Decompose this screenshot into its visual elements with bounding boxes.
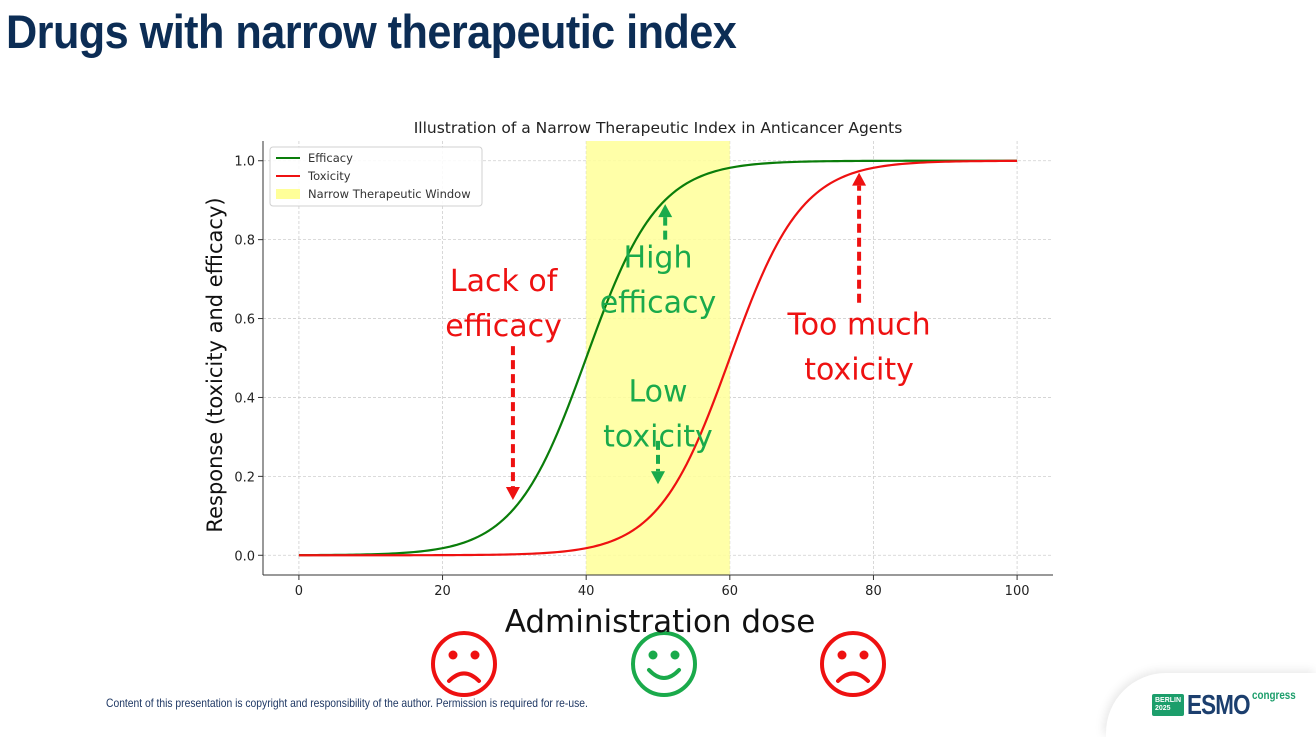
y-tick-label: 0.8 xyxy=(234,234,255,249)
series-line-toxicity xyxy=(298,159,1018,557)
badge-city: BERLIN xyxy=(1155,697,1182,704)
x-axis-label: Administration dose xyxy=(505,604,816,640)
annotations: Lack of efficacy High efficacy Low toxicity To… xyxy=(445,172,931,501)
series-line-efficacy xyxy=(298,159,1018,557)
face-eye xyxy=(859,650,869,660)
face-mouth xyxy=(447,671,481,683)
face-eye xyxy=(670,650,680,660)
y-axis-label: Response (toxicity and efficacy) xyxy=(203,197,227,532)
face-outline xyxy=(631,631,697,697)
faces xyxy=(431,631,886,697)
x-tick-label: 40 xyxy=(578,584,595,599)
esmo-badge: BERLIN 2025 xyxy=(1152,694,1185,716)
esmo-congress-label: congress xyxy=(1252,688,1296,702)
chart-title: Illustration of a Narrow Therapeutic Ind… xyxy=(414,119,903,137)
copyright-footer: Content of this presentation is copyrigh… xyxy=(106,696,588,710)
annotation-text: efficacy xyxy=(600,285,717,320)
slide-title: Drugs with narrow therapeutic index xyxy=(6,5,737,58)
logo-corner xyxy=(1106,673,1316,737)
face-outline xyxy=(820,631,886,697)
x-tick-label: 80 xyxy=(865,584,882,599)
annotation-text: efficacy xyxy=(445,309,562,344)
annotation-text: Lack of xyxy=(450,264,559,299)
face-mouth xyxy=(836,671,870,683)
face-eye xyxy=(448,650,458,660)
annotation-arrow-head xyxy=(651,471,665,485)
y-tick-label: 1.0 xyxy=(234,155,255,170)
annotation-arrow-head xyxy=(852,172,867,186)
legend-swatch xyxy=(276,189,300,199)
esmo-logo: BERLIN 2025 ESMO xyxy=(1152,688,1266,722)
annotation-arrow-head xyxy=(505,487,520,501)
y-tick-label: 0.0 xyxy=(234,549,255,564)
x-tick-label: 60 xyxy=(722,584,739,599)
annotation-arrow-head xyxy=(658,204,673,218)
annotation-text: High xyxy=(624,240,693,275)
x-tick-label: 20 xyxy=(434,584,451,599)
face-outline xyxy=(431,631,497,697)
x-tick-label: 0 xyxy=(295,584,303,599)
ticks: 0 20 40 60 80 100 0.0 0.2 0.4 0.6 0.8 1.0 xyxy=(234,155,1029,599)
badge-year: 2025 xyxy=(1155,705,1171,712)
therapeutic-window-shade xyxy=(586,141,730,575)
legend-label: Narrow Therapeutic Window xyxy=(308,187,471,201)
annotation-text: Low xyxy=(628,374,687,409)
face-eye xyxy=(837,650,847,660)
happy-face-icon xyxy=(631,631,697,697)
legend: Efficacy Toxicity Narrow Therapeutic Windo… xyxy=(269,146,483,207)
annotation-text: toxicity xyxy=(804,352,914,387)
face-mouth xyxy=(647,668,681,680)
y-tick-label: 0.6 xyxy=(234,313,255,328)
face-eye xyxy=(470,650,480,660)
y-tick-label: 0.2 xyxy=(234,470,255,485)
sad-face-icon xyxy=(820,631,886,697)
legend-box xyxy=(269,146,483,207)
annotation-text: Too much xyxy=(786,307,930,342)
y-tick-label: 0.4 xyxy=(234,391,255,406)
legend-label: Efficacy xyxy=(308,151,353,165)
series-lines xyxy=(298,159,1018,557)
legend-label: Toxicity xyxy=(307,169,351,183)
axes xyxy=(262,141,1053,576)
face-eye xyxy=(648,650,658,660)
sad-face-icon xyxy=(431,631,497,697)
esmo-wordmark: ESMO xyxy=(1187,689,1251,720)
x-tick-label: 100 xyxy=(1005,584,1030,599)
